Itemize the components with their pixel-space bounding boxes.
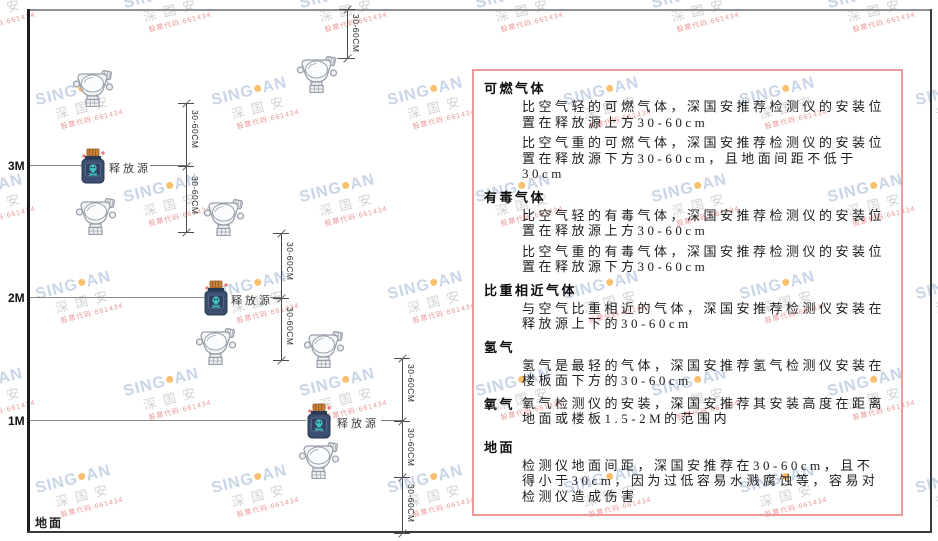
dimension-label: 30-60CM [190, 110, 200, 149]
release-source-label: 释放源 [109, 163, 151, 175]
gas-detector-icon [75, 197, 117, 240]
dimension-label: 30-60CM [406, 364, 416, 403]
height-label-2m: 2M [8, 291, 25, 305]
frame-bottom-ground-line [27, 531, 932, 533]
panel-section-ground: 地面 检测仪地面间距，深国安推荐在30-60cm，且不得小于30cm，因为过低容… [484, 439, 889, 505]
panel-section-combustible: 可燃气体 比空气轻的可燃气体，深国安推荐检测仪的安装位置在释放源上方30-60c… [484, 80, 889, 182]
dimension-label: 30-60CM [406, 428, 416, 467]
gas-detector-glyph [298, 442, 340, 480]
release-source-glyph [81, 148, 105, 184]
section-paragraph: 氢气是最轻的气体，深国安推荐氢气检测仪安装在楼板面下方的30-60cm [522, 357, 886, 389]
section-paragraph: 氧气检测仪的安装，深国安推荐其安装高度在距离地面或楼板1.5-2M的范围内 [522, 395, 886, 427]
dimension-line [402, 358, 403, 533]
section-heading: 氢气 [484, 339, 516, 355]
gas-detector-glyph [72, 70, 114, 108]
frame-top-ceiling-line [28, 9, 932, 11]
section-heading: 比重相近气体 [484, 282, 578, 298]
section-paragraph: 比空气轻的有毒气体，深国安推荐检测仪的安装位置在释放源上方30-60cm [522, 207, 886, 239]
gas-detector-icon [203, 198, 245, 241]
frame-left-axis [27, 9, 30, 533]
release-source-label: 释放源 [337, 418, 379, 430]
section-paragraph: 检测仪地面间距，深国安推荐在30-60cm，且不得小于30cm，因为过低容易水溅… [522, 457, 879, 504]
dimension-line [186, 103, 187, 232]
ground-label: 地面 [35, 516, 64, 530]
release-source-label: 释放源 [231, 295, 273, 307]
section-paragraph: 比空气轻的可燃气体，深国安推荐检测仪的安装位置在释放源上方30-60cm [522, 99, 886, 130]
section-heading: 有毒气体 [484, 189, 547, 205]
gas-detector-icon [296, 55, 338, 98]
section-paragraph: 比空气重的可燃气体，深国安推荐检测仪的安装位置在释放源下方30-60cm，且地面… [522, 135, 886, 181]
release-source-icon [80, 148, 106, 189]
release-source-glyph [204, 280, 228, 316]
level-line-1m [30, 420, 306, 421]
info-panel: 可燃气体 比空气轻的可燃气体，深国安推荐检测仪的安装位置在释放源上方30-60c… [472, 69, 903, 516]
level-line-2m [30, 297, 204, 298]
dimension-label: 30-60CM [351, 14, 361, 53]
dimension-line [347, 9, 348, 58]
release-source-icon [306, 403, 332, 444]
section-paragraph: 与空气比重相近的气体，深国安推荐检测仪安装在释放源上下的30-60cm [522, 300, 886, 332]
dimension-label: 30-60CM [190, 176, 200, 215]
panel-section-similar-density: 比重相近气体 与空气比重相近的气体，深国安推荐检测仪安装在释放源上下的30-60… [484, 282, 889, 332]
connector-line [150, 165, 186, 166]
connector-line [381, 420, 402, 421]
section-paragraph: 比空气重的有毒气体，深国安推荐检测仪的安装位置在释放源下方30-60cm [522, 243, 886, 275]
dimension-label: 30-60CM [285, 242, 295, 281]
dimension-label: 30-60CM [285, 307, 295, 346]
release-source-icon [203, 280, 229, 321]
height-label-1m: 1M [8, 414, 25, 428]
level-line-3m [30, 165, 82, 166]
gas-detector-icon [72, 69, 114, 112]
section-heading: 氧气 [484, 396, 516, 412]
gas-detector-glyph [303, 331, 345, 369]
gas-detector-icon [298, 441, 340, 484]
height-label-3m: 3M [8, 159, 25, 173]
section-heading: 地面 [484, 439, 516, 455]
panel-section-oxygen: 氧气 氧气检测仪的安装，深国安推荐其安装高度在距离地面或楼板1.5-2M的范围内 [484, 396, 889, 432]
gas-detector-glyph [195, 328, 237, 366]
connector-line [270, 297, 282, 298]
panel-section-toxic: 有毒气体 比空气轻的有毒气体，深国安推荐检测仪的安装位置在释放源上方30-60c… [484, 189, 889, 275]
section-heading: 可燃气体 [484, 81, 547, 96]
gas-detector-icon [303, 330, 345, 373]
release-source-glyph [307, 403, 331, 439]
gas-detector-glyph [75, 198, 117, 236]
dimension-label: 30-60CM [406, 484, 416, 523]
panel-section-hydrogen: 氢气 氢气是最轻的气体，深国安推荐氢气检测仪安装在楼板面下方的30-60cm [484, 339, 889, 389]
gas-detector-glyph [203, 199, 245, 237]
gas-detector-glyph [296, 56, 338, 94]
gas-detector-icon [195, 327, 237, 370]
frame-right-line [930, 9, 932, 533]
